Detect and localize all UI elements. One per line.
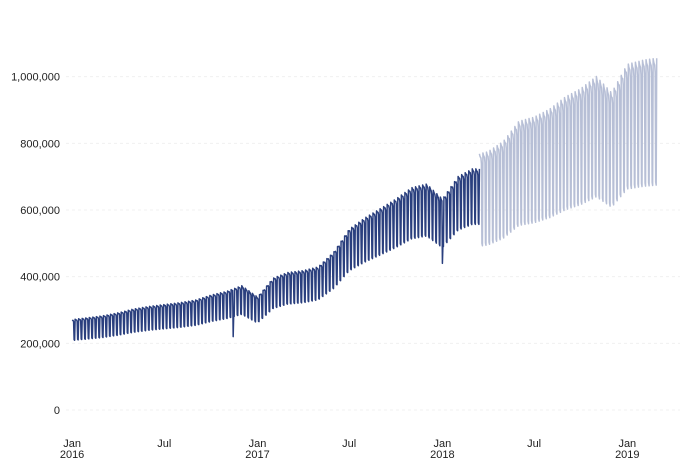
y-tick-label: 400,000 (20, 272, 60, 284)
y-axis: 0 200,000 400,000 600,000 800,000 1,000,000 (11, 72, 60, 417)
series-layer (71, 58, 658, 341)
x-tick-year: 2019 (615, 449, 639, 461)
y-tick-label: 600,000 (20, 205, 60, 217)
y-tick-label: 800,000 (20, 138, 60, 150)
grid-layer (66, 76, 680, 411)
y-tick-label: 200,000 (20, 338, 60, 350)
x-tick-label: Jan (434, 438, 452, 450)
x-tick-year: 2016 (60, 449, 84, 461)
x-tick-label: Jul (527, 438, 541, 450)
y-tick-label: 0 (54, 405, 60, 417)
x-tick-label: Jan (618, 438, 636, 450)
x-tick-label: Jan (249, 438, 267, 450)
x-tick-year: 2017 (245, 449, 269, 461)
x-tick-label: Jan (63, 438, 81, 450)
actual-series-line (71, 168, 481, 341)
x-tick-year: 2018 (430, 449, 454, 461)
forecast-series-line (478, 58, 658, 247)
y-tick-label: 1,000,000 (11, 72, 60, 84)
x-tick-label: Jul (157, 438, 171, 450)
x-tick-label: Jul (342, 438, 356, 450)
